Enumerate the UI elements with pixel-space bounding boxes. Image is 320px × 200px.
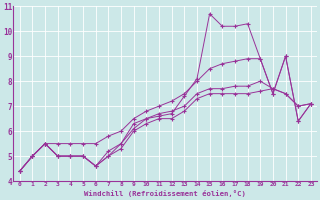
X-axis label: Windchill (Refroidissement éolien,°C): Windchill (Refroidissement éolien,°C) bbox=[84, 190, 246, 197]
